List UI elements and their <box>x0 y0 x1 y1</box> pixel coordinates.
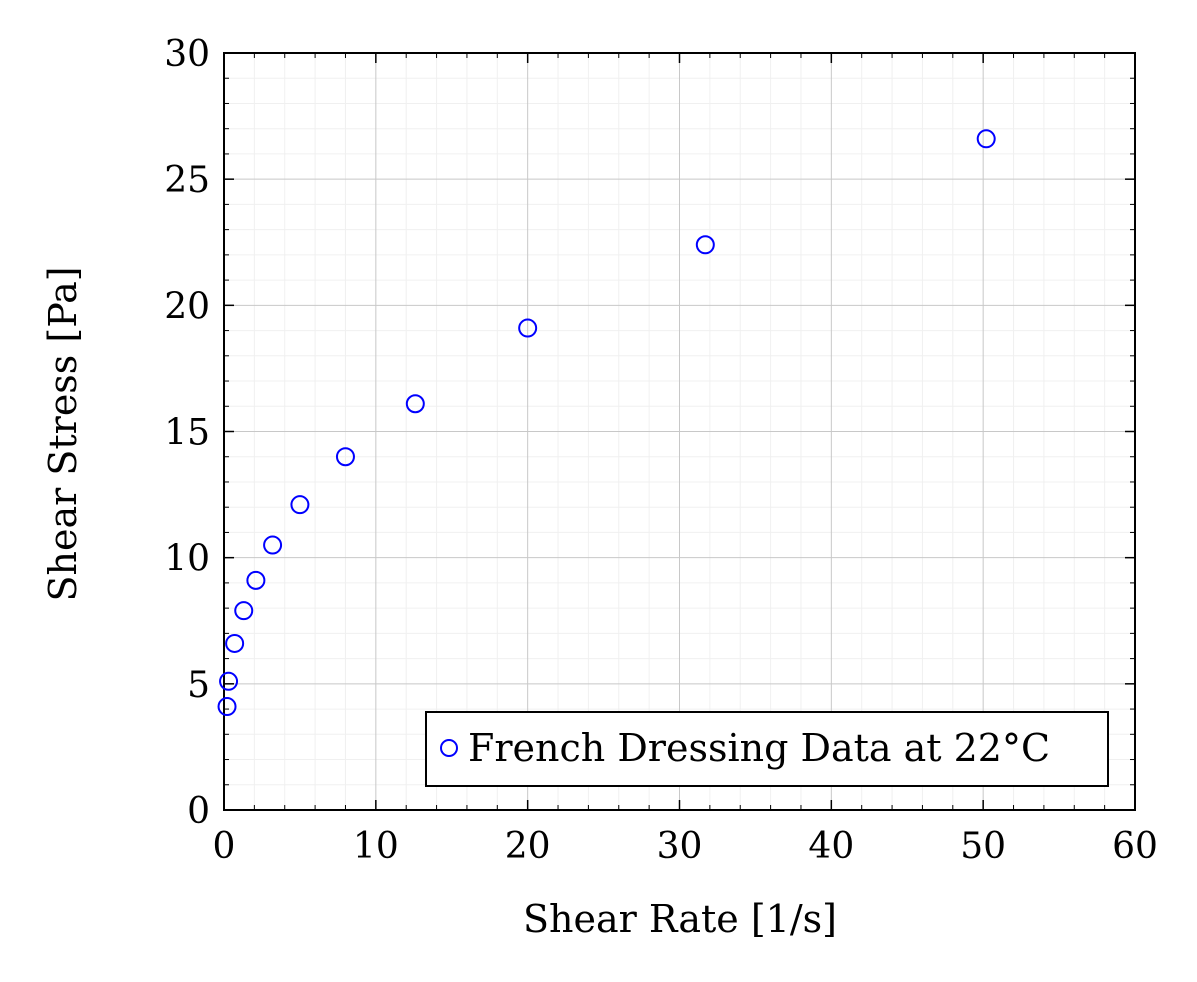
data-point <box>225 633 245 653</box>
x-tick-label: 50 <box>960 826 1006 867</box>
legend-label: French Dressing Data at 22°C <box>468 726 1050 770</box>
legend-box <box>425 711 1109 787</box>
x-tick-labels: 0 10 20 30 40 50 60 <box>213 826 1158 867</box>
data-point <box>263 535 283 555</box>
data-point <box>234 601 254 621</box>
x-tick-label: 30 <box>657 826 703 867</box>
y-tick-label: 15 <box>164 413 210 454</box>
data-point <box>976 129 996 149</box>
data-point <box>219 671 239 691</box>
data-point <box>335 447 355 467</box>
y-tick-label: 0 <box>187 791 210 832</box>
y-axis-label: Shear Stress [Pa] <box>41 266 85 601</box>
data-point <box>290 495 310 515</box>
y-tick-label: 30 <box>164 34 210 75</box>
data-points <box>217 129 996 717</box>
x-tick-label: 10 <box>353 826 399 867</box>
y-tick-labels: 0 5 10 15 20 25 30 <box>164 34 210 832</box>
y-tick-label: 10 <box>164 539 210 580</box>
y-tick-label: 5 <box>187 665 210 706</box>
x-tick-label: 40 <box>808 826 854 867</box>
x-tick-label: 0 <box>213 826 236 867</box>
plot-frame <box>223 52 1136 811</box>
y-tick-label: 20 <box>164 286 210 327</box>
x-tick-label: 60 <box>1112 826 1158 867</box>
data-point <box>518 318 538 338</box>
y-tick-label: 25 <box>164 160 210 201</box>
data-point <box>246 570 266 590</box>
data-point <box>217 697 237 717</box>
x-tick-label: 20 <box>505 826 551 867</box>
legend-marker-icon <box>440 739 458 757</box>
data-point <box>405 394 425 414</box>
legend: French Dressing Data at 22°C <box>425 711 1109 787</box>
data-point <box>695 235 715 255</box>
x-axis-label: Shear Rate [1/s] <box>523 897 837 941</box>
major-grid <box>223 52 1136 811</box>
